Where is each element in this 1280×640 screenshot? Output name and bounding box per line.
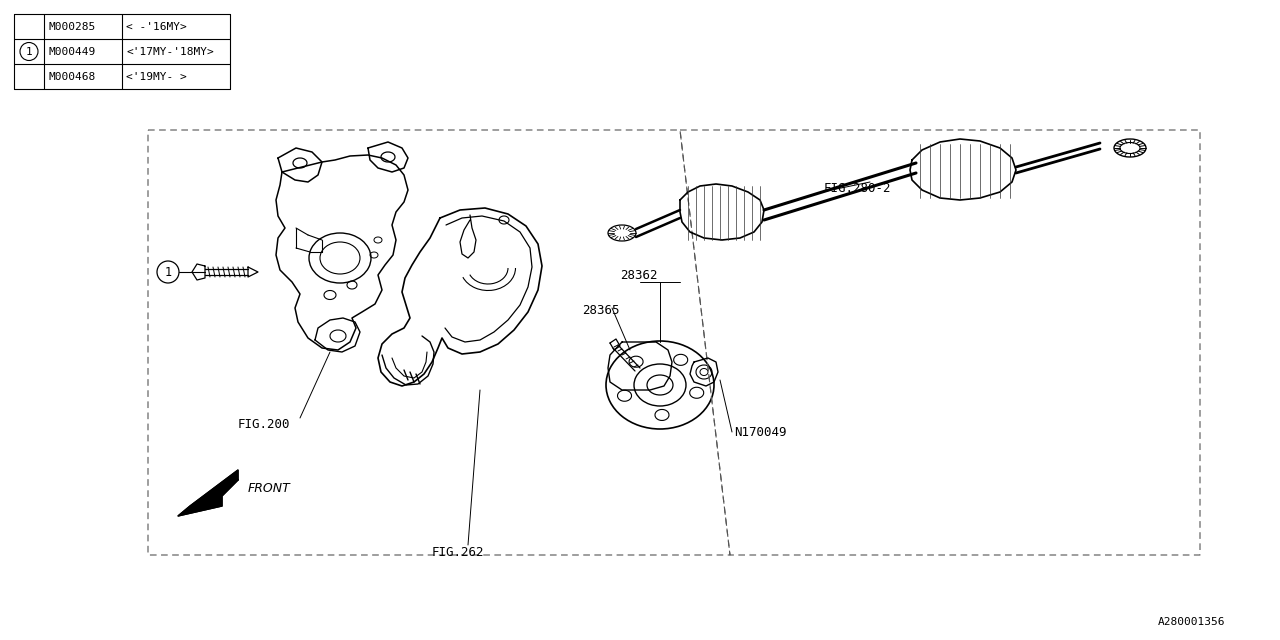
Text: <'19MY- >: <'19MY- > bbox=[125, 72, 187, 81]
Text: < -'16MY>: < -'16MY> bbox=[125, 22, 187, 31]
Text: 1: 1 bbox=[164, 266, 172, 278]
Text: 28365: 28365 bbox=[582, 303, 620, 317]
Text: FIG.280-2: FIG.280-2 bbox=[824, 182, 891, 195]
Text: 28362: 28362 bbox=[620, 269, 658, 282]
Text: FIG.200: FIG.200 bbox=[238, 419, 291, 431]
Text: M000449: M000449 bbox=[49, 47, 95, 56]
Circle shape bbox=[20, 42, 38, 61]
Text: N170049: N170049 bbox=[733, 426, 786, 438]
Polygon shape bbox=[178, 470, 238, 516]
Text: FIG.262: FIG.262 bbox=[433, 545, 485, 559]
Text: FRONT: FRONT bbox=[248, 481, 291, 495]
Text: 1: 1 bbox=[26, 47, 32, 56]
Circle shape bbox=[157, 261, 179, 283]
Text: A280001356: A280001356 bbox=[1158, 617, 1225, 627]
Text: M000468: M000468 bbox=[49, 72, 95, 81]
Text: <'17MY-'18MY>: <'17MY-'18MY> bbox=[125, 47, 214, 56]
Text: M000285: M000285 bbox=[49, 22, 95, 31]
